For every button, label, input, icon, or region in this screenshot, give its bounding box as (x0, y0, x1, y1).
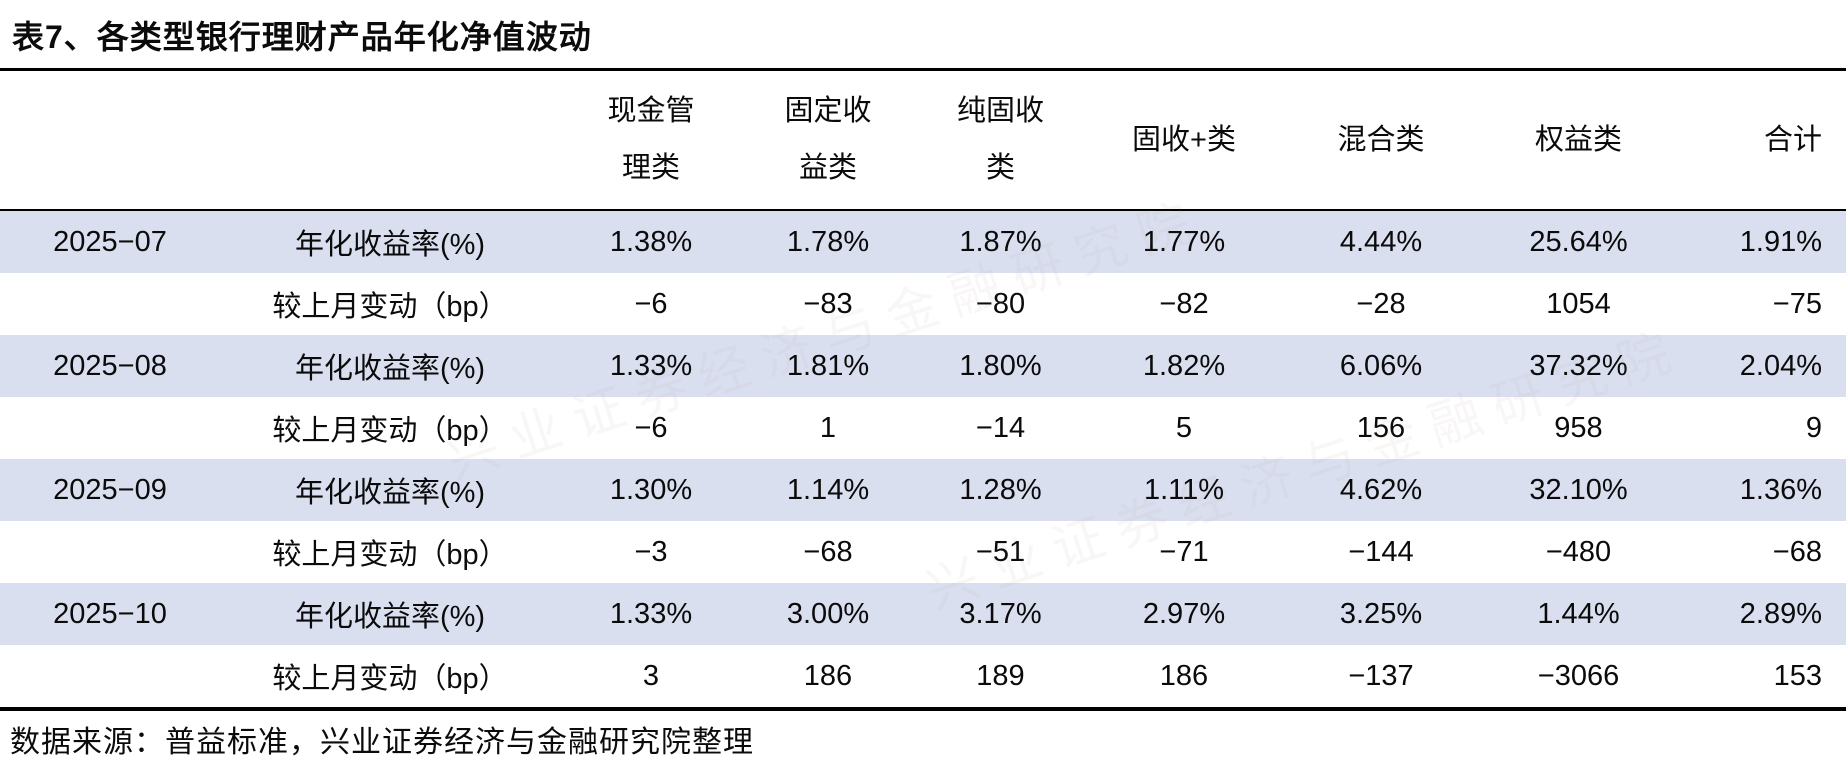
column-header: 合计 (1763, 123, 1822, 156)
value-cell: 1.81% (742, 335, 914, 397)
value-cell: 3 (642, 659, 660, 692)
metric-label-cell: 年化收益率(%) (220, 583, 560, 645)
value-cell: −28 (1356, 287, 1406, 320)
value-cell: −14 (975, 411, 1026, 444)
metric-label-cell: 年化收益率(%) (220, 210, 560, 273)
table-row-return: 2025−09 年化收益率(%) 1.30% 1.14% 1.28% 1.11% 4.62%… (0, 459, 1846, 521)
value-cell: 1.78% (742, 210, 914, 273)
column-header: 固收+类 (1132, 123, 1236, 156)
table-row-return: 2025−07 年化收益率(%) 1.38% 1.78% 1.87% 1.77% 4.44%… (0, 210, 1846, 273)
metric-label-cell: 较上月变动（bp） (272, 291, 508, 323)
month-cell: 2025−07 (0, 210, 220, 273)
value-cell: 1.77% (1087, 210, 1281, 273)
value-cell: 1.33% (560, 335, 742, 397)
value-cell: 32.10% (1481, 459, 1676, 521)
value-cell: 1.82% (1087, 335, 1281, 397)
value-cell: 1.80% (914, 335, 1087, 397)
value-cell: 1.14% (742, 459, 914, 521)
value-cell: −144 (1348, 535, 1414, 568)
value-cell: −75 (1772, 287, 1822, 320)
value-cell: 1.87% (914, 210, 1087, 273)
value-cell: 1.33% (560, 583, 742, 645)
value-cell: 1.36% (1676, 459, 1846, 521)
value-cell: 189 (976, 659, 1025, 692)
value-cell: 5 (1175, 411, 1193, 444)
value-cell: 1 (819, 411, 837, 444)
value-cell: 3.17% (914, 583, 1087, 645)
value-cell: 1.38% (560, 210, 742, 273)
metric-label-cell: 较上月变动（bp） (272, 663, 508, 695)
column-header: 纯固收 类 (956, 95, 1044, 184)
month-cell (0, 273, 220, 335)
value-cell: 153 (1773, 659, 1822, 692)
value-cell: 4.62% (1281, 459, 1481, 521)
value-cell: 186 (1159, 659, 1209, 692)
value-cell: 186 (803, 659, 853, 692)
value-cell: 2.97% (1087, 583, 1281, 645)
data-table: 现金管 理类 固定收 益类 纯固收 类固收+类 混合类 权益类 合计 2025−07 年化收… (0, 71, 1846, 711)
value-cell: −68 (1772, 535, 1822, 568)
source-note: 数据来源：普益标准，兴业证券经济与金融研究院整理 (10, 726, 754, 759)
value-cell: 1.91% (1676, 210, 1846, 273)
table-row-change: 较上月变动（bp） −6 1 −14 5 156 958 9 (0, 397, 1846, 459)
value-cell: 4.44% (1281, 210, 1481, 273)
table-row-change: 较上月变动（bp） 3 186 189 186 −137 −3066 153 (0, 645, 1846, 709)
value-cell: 156 (1356, 411, 1406, 444)
metric-label-cell: 较上月变动（bp） (272, 539, 508, 571)
value-cell: −3 (634, 535, 668, 568)
column-header: 固定收 益类 (784, 95, 872, 184)
column-header: 权益类 (1534, 123, 1622, 156)
table-header: 现金管 理类 固定收 益类 纯固收 类 固收+类 混合类 权益类 合计 (0, 71, 1846, 210)
metric-label-cell: 年化收益率(%) (220, 459, 560, 521)
table-row-change: 较上月变动（bp） −3 −68 −51 −71 −144 −480 −68 (0, 521, 1846, 583)
month-cell: 2025−10 (0, 583, 220, 645)
value-cell: 1.28% (914, 459, 1087, 521)
value-cell: −51 (975, 535, 1026, 568)
table-row-return: 2025−08 年化收益率(%) 1.33% 1.81% 1.80% 1.82% 6.06%… (0, 335, 1846, 397)
value-cell: −6 (634, 287, 668, 320)
month-cell: 2025−08 (0, 335, 220, 397)
title-divider (0, 68, 1846, 71)
value-cell: −6 (634, 411, 668, 444)
metric-label-cell: 年化收益率(%) (220, 335, 560, 397)
month-column-header (0, 71, 220, 210)
column-header: 混合类 (1337, 123, 1425, 156)
value-cell: 2.89% (1676, 583, 1846, 645)
table-title: 表7、各类型银行理财产品年化净值波动 (12, 19, 592, 55)
value-cell: 37.32% (1481, 335, 1676, 397)
metric-column-header (220, 71, 560, 210)
value-cell: 3.25% (1281, 583, 1481, 645)
value-cell: 25.64% (1481, 210, 1676, 273)
month-cell (0, 397, 220, 459)
month-cell (0, 521, 220, 583)
value-cell: 9 (1805, 411, 1822, 444)
value-cell: −80 (975, 287, 1026, 320)
value-cell: 958 (1554, 411, 1603, 444)
value-cell: −137 (1348, 659, 1414, 692)
month-cell: 2025−09 (0, 459, 220, 521)
value-cell: 1054 (1546, 287, 1611, 320)
value-cell: 3.00% (742, 583, 914, 645)
value-cell: 6.06% (1281, 335, 1481, 397)
value-cell: −3066 (1537, 659, 1620, 692)
value-cell: 2.04% (1676, 335, 1846, 397)
value-cell: −68 (803, 535, 853, 568)
value-cell: 1.44% (1481, 583, 1676, 645)
value-cell: −480 (1545, 535, 1612, 568)
month-cell (0, 645, 220, 709)
metric-label-cell: 较上月变动（bp） (272, 415, 508, 447)
value-cell: −83 (803, 287, 853, 320)
column-header: 现金管 理类 (607, 95, 695, 184)
value-cell: −71 (1159, 535, 1209, 568)
value-cell: 1.30% (560, 459, 742, 521)
value-cell: −82 (1159, 287, 1209, 320)
table-row-change: 较上月变动（bp） −6 −83 −80 −82 −28 1054 −75 (0, 273, 1846, 335)
table-row-return: 2025−10 年化收益率(%) 1.33% 3.00% 3.17% 2.97% 3.25%… (0, 583, 1846, 645)
value-cell: 1.11% (1087, 459, 1281, 521)
